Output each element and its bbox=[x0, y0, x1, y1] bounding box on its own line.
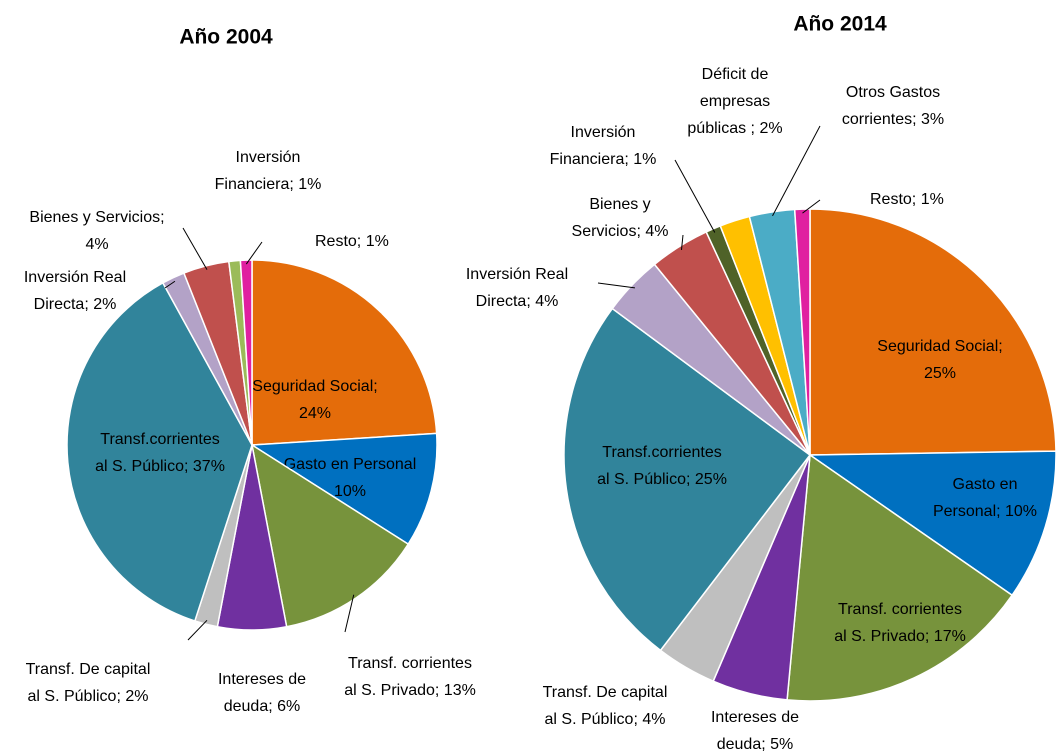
leader-line bbox=[187, 619, 208, 641]
pie-slice bbox=[249, 432, 438, 546]
data-label: Bienes y Servicios; 4% bbox=[572, 196, 669, 240]
leader-line bbox=[680, 234, 684, 251]
data-label: Otros Gastos corrientes; 3% bbox=[842, 84, 944, 128]
pie-slice bbox=[809, 208, 1057, 456]
pie-chart: Año 2004 Seguridad Social; 24% Gasto en Per… bbox=[24, 26, 476, 716]
pie-chart: Año 2014 Seguridad Social; 25% Gasto en Pers… bbox=[466, 13, 1057, 751]
data-label: Resto; 1% bbox=[315, 233, 389, 250]
chart-title: Año 2004 bbox=[179, 26, 273, 49]
leader-line bbox=[772, 125, 821, 217]
data-label: Inversión Financiera; 1% bbox=[550, 124, 657, 168]
data-label: Gasto en Personal 10% bbox=[284, 456, 417, 500]
pie-slice bbox=[786, 453, 1014, 702]
data-label: Seguridad Social; 25% bbox=[877, 338, 1002, 382]
pie-slice bbox=[251, 259, 438, 446]
data-label: Transf. De capital al S. Público; 2% bbox=[26, 661, 151, 705]
leader-line bbox=[164, 280, 176, 289]
data-label: Inversión Real Directa; 2% bbox=[24, 269, 126, 313]
data-label: Seguridad Social; 24% bbox=[252, 378, 377, 422]
chart-title: Año 2014 bbox=[793, 13, 887, 36]
leader-line bbox=[344, 594, 355, 633]
pie-slice bbox=[807, 450, 1057, 597]
leader-line bbox=[674, 159, 716, 233]
pie-slice bbox=[66, 281, 253, 622]
pie-slice bbox=[563, 307, 812, 652]
data-label: Déficit de empresas públicas ; 2% bbox=[687, 66, 782, 137]
data-label: Resto; 1% bbox=[870, 191, 944, 208]
leader-line bbox=[802, 199, 821, 214]
data-label: Gasto en Personal; 10% bbox=[933, 476, 1037, 520]
leader-line bbox=[182, 227, 208, 270]
data-label: Transf. corrientes al S. Privado; 13% bbox=[344, 655, 476, 699]
data-label: Transf. corrientes al S. Privado; 17% bbox=[834, 601, 966, 645]
data-label: Bienes y Servicios; 4% bbox=[29, 209, 164, 253]
data-label: Inversión Real Directa; 4% bbox=[466, 266, 568, 310]
data-label: Intereses de deuda; 5% bbox=[711, 709, 799, 751]
data-label: Inversión Financiera; 1% bbox=[215, 149, 322, 193]
leader-line bbox=[597, 282, 636, 289]
data-label: Intereses de deuda; 6% bbox=[218, 671, 306, 715]
pie-slice bbox=[239, 259, 253, 446]
data-label: Transf.corrientes al S. Público; 37% bbox=[95, 431, 225, 475]
pie-slice bbox=[250, 443, 410, 628]
pie-slice bbox=[793, 208, 811, 456]
data-label: Transf. De capital al S. Público; 4% bbox=[543, 684, 668, 728]
leader-line bbox=[245, 241, 263, 265]
data-label: Transf.corrientes al S. Público; 25% bbox=[597, 444, 727, 488]
